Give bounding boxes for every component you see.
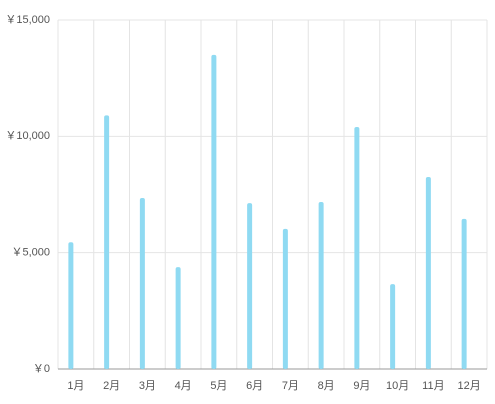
- x-tick-label: 12月: [458, 380, 481, 392]
- x-tick-label: 8月: [318, 380, 335, 392]
- x-tick-label: 7月: [282, 380, 299, 392]
- bar: [68, 242, 74, 369]
- bar: [354, 127, 360, 369]
- x-tick-label: 5月: [210, 380, 227, 392]
- y-tick-label: ￥5,000: [11, 247, 50, 259]
- bar: [104, 115, 110, 369]
- bar: [247, 203, 253, 369]
- x-tick-label: 4月: [175, 380, 192, 392]
- bar: [139, 197, 145, 369]
- bar: [390, 284, 396, 369]
- y-tick-label: ￥0: [33, 363, 50, 375]
- bar: [425, 177, 431, 369]
- bar: [211, 54, 217, 370]
- x-tick-label: 1月: [67, 380, 84, 392]
- bar: [318, 201, 324, 369]
- x-tick-label: 3月: [139, 380, 156, 392]
- x-tick-label: 10月: [386, 380, 409, 392]
- x-tick-label: 11月: [422, 380, 444, 392]
- bar: [282, 228, 288, 369]
- y-tick-label: ￥15,000: [5, 14, 50, 26]
- bar: [175, 267, 181, 369]
- bar: [461, 218, 467, 369]
- y-tick-label: ￥10,000: [5, 130, 50, 142]
- x-tick-label: 9月: [353, 380, 370, 392]
- x-tick-label: 2月: [103, 380, 120, 392]
- x-tick-label: 6月: [246, 380, 263, 392]
